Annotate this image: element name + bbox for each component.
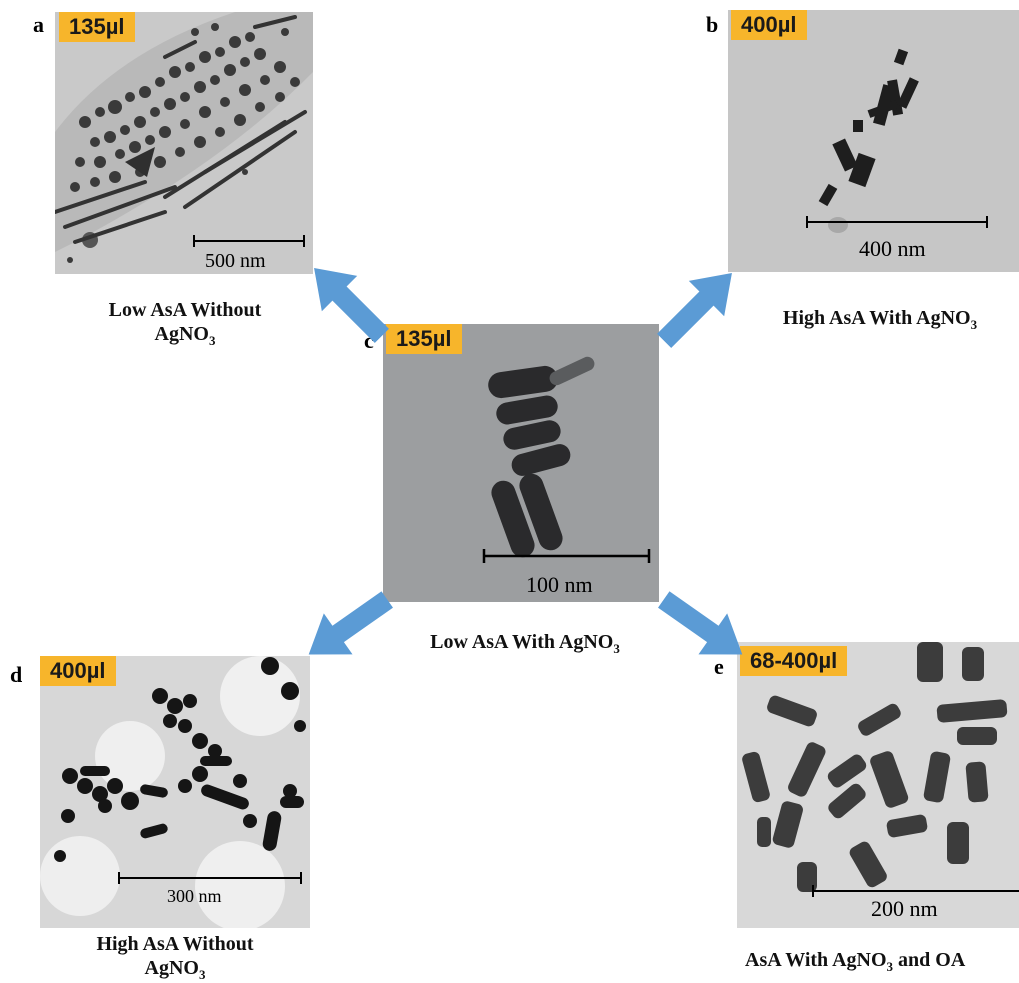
- panel-c-volume-badge: 135µl: [386, 324, 462, 354]
- panel-d-caption: High AsA Without AgNO3: [40, 932, 310, 983]
- panel-a-scalebar: [193, 235, 305, 247]
- panel-d-micrograph: 300 nm: [40, 656, 310, 928]
- panel-b-caption-sub: 3: [970, 317, 978, 332]
- panel-a-scale-label: 500 nm: [205, 250, 266, 272]
- panel-a-volume-badge: 135µl: [59, 12, 135, 42]
- panel-a-letter: a: [33, 12, 44, 37]
- panel-a-image: [55, 12, 313, 274]
- panel-a-caption-chem: AgNO: [154, 323, 209, 345]
- panel-b-image: [728, 10, 1019, 272]
- panel-e-caption-sub: 3: [886, 959, 894, 974]
- panel-a-caption: Low AsA Without AgNO3: [60, 298, 310, 349]
- arrow-to-panel-e-icon: [657, 591, 743, 655]
- panel-a-caption-line2: AgNO3: [60, 322, 310, 349]
- panel-b-letter: b: [706, 12, 719, 37]
- panel-c-caption-text: Low AsA With AgNO: [430, 631, 614, 653]
- panel-e-caption-text: AsA With AgNO: [745, 949, 887, 971]
- panel-e-scale-label: 200 nm: [871, 896, 938, 921]
- panel-d-caption-line2: AgNO3: [40, 956, 310, 983]
- panel-e-letter: e: [714, 654, 724, 679]
- panel-a-caption-line1: Low AsA Without: [108, 299, 262, 321]
- panel-d-scale-label: 300 nm: [167, 886, 222, 906]
- panel-d-image: [40, 656, 310, 928]
- panel-b-caption-text: High AsA With AgNO: [782, 307, 971, 329]
- panel-b-micrograph: 400 nm: [728, 10, 1019, 272]
- panel-d-caption-line1: High AsA Without: [96, 933, 254, 955]
- panel-d-caption-sub: 3: [198, 967, 206, 982]
- panel-b-volume-badge: 400µl: [731, 10, 807, 40]
- panel-a-micrograph: 500 nm: [55, 12, 313, 274]
- panel-e-volume-badge: 68-400µl: [740, 646, 848, 676]
- panel-b-scale-label: 400 nm: [859, 236, 926, 261]
- panel-d-caption-chem: AgNO: [144, 957, 199, 979]
- panel-c-scale-label: 100 nm: [526, 572, 593, 597]
- panel-e-caption-post: and OA: [893, 949, 966, 971]
- arrow-to-panel-d-icon: [308, 591, 394, 655]
- panel-e-image: [737, 642, 1019, 928]
- panel-c-image: [383, 324, 659, 602]
- panel-d-volume-badge: 400µl: [40, 656, 116, 686]
- panel-b-caption: High AsA With AgNO3: [745, 306, 1015, 333]
- panel-c-micrograph: 100 nm: [383, 324, 659, 602]
- panel-e-caption: AsA With AgNO3 and OA: [745, 948, 1019, 975]
- panel-a-caption-sub: 3: [208, 333, 216, 348]
- arrow-to-panel-b-icon: [656, 273, 732, 349]
- panel-d-letter: d: [10, 662, 23, 687]
- arrow-to-panel-a-icon: [314, 268, 390, 344]
- panel-c-caption-sub: 3: [613, 641, 620, 656]
- panel-e-micrograph: 200 nm: [737, 642, 1019, 928]
- panel-c-caption: Low AsA With AgNO3: [395, 630, 655, 657]
- panel-c-letter: c: [364, 328, 374, 353]
